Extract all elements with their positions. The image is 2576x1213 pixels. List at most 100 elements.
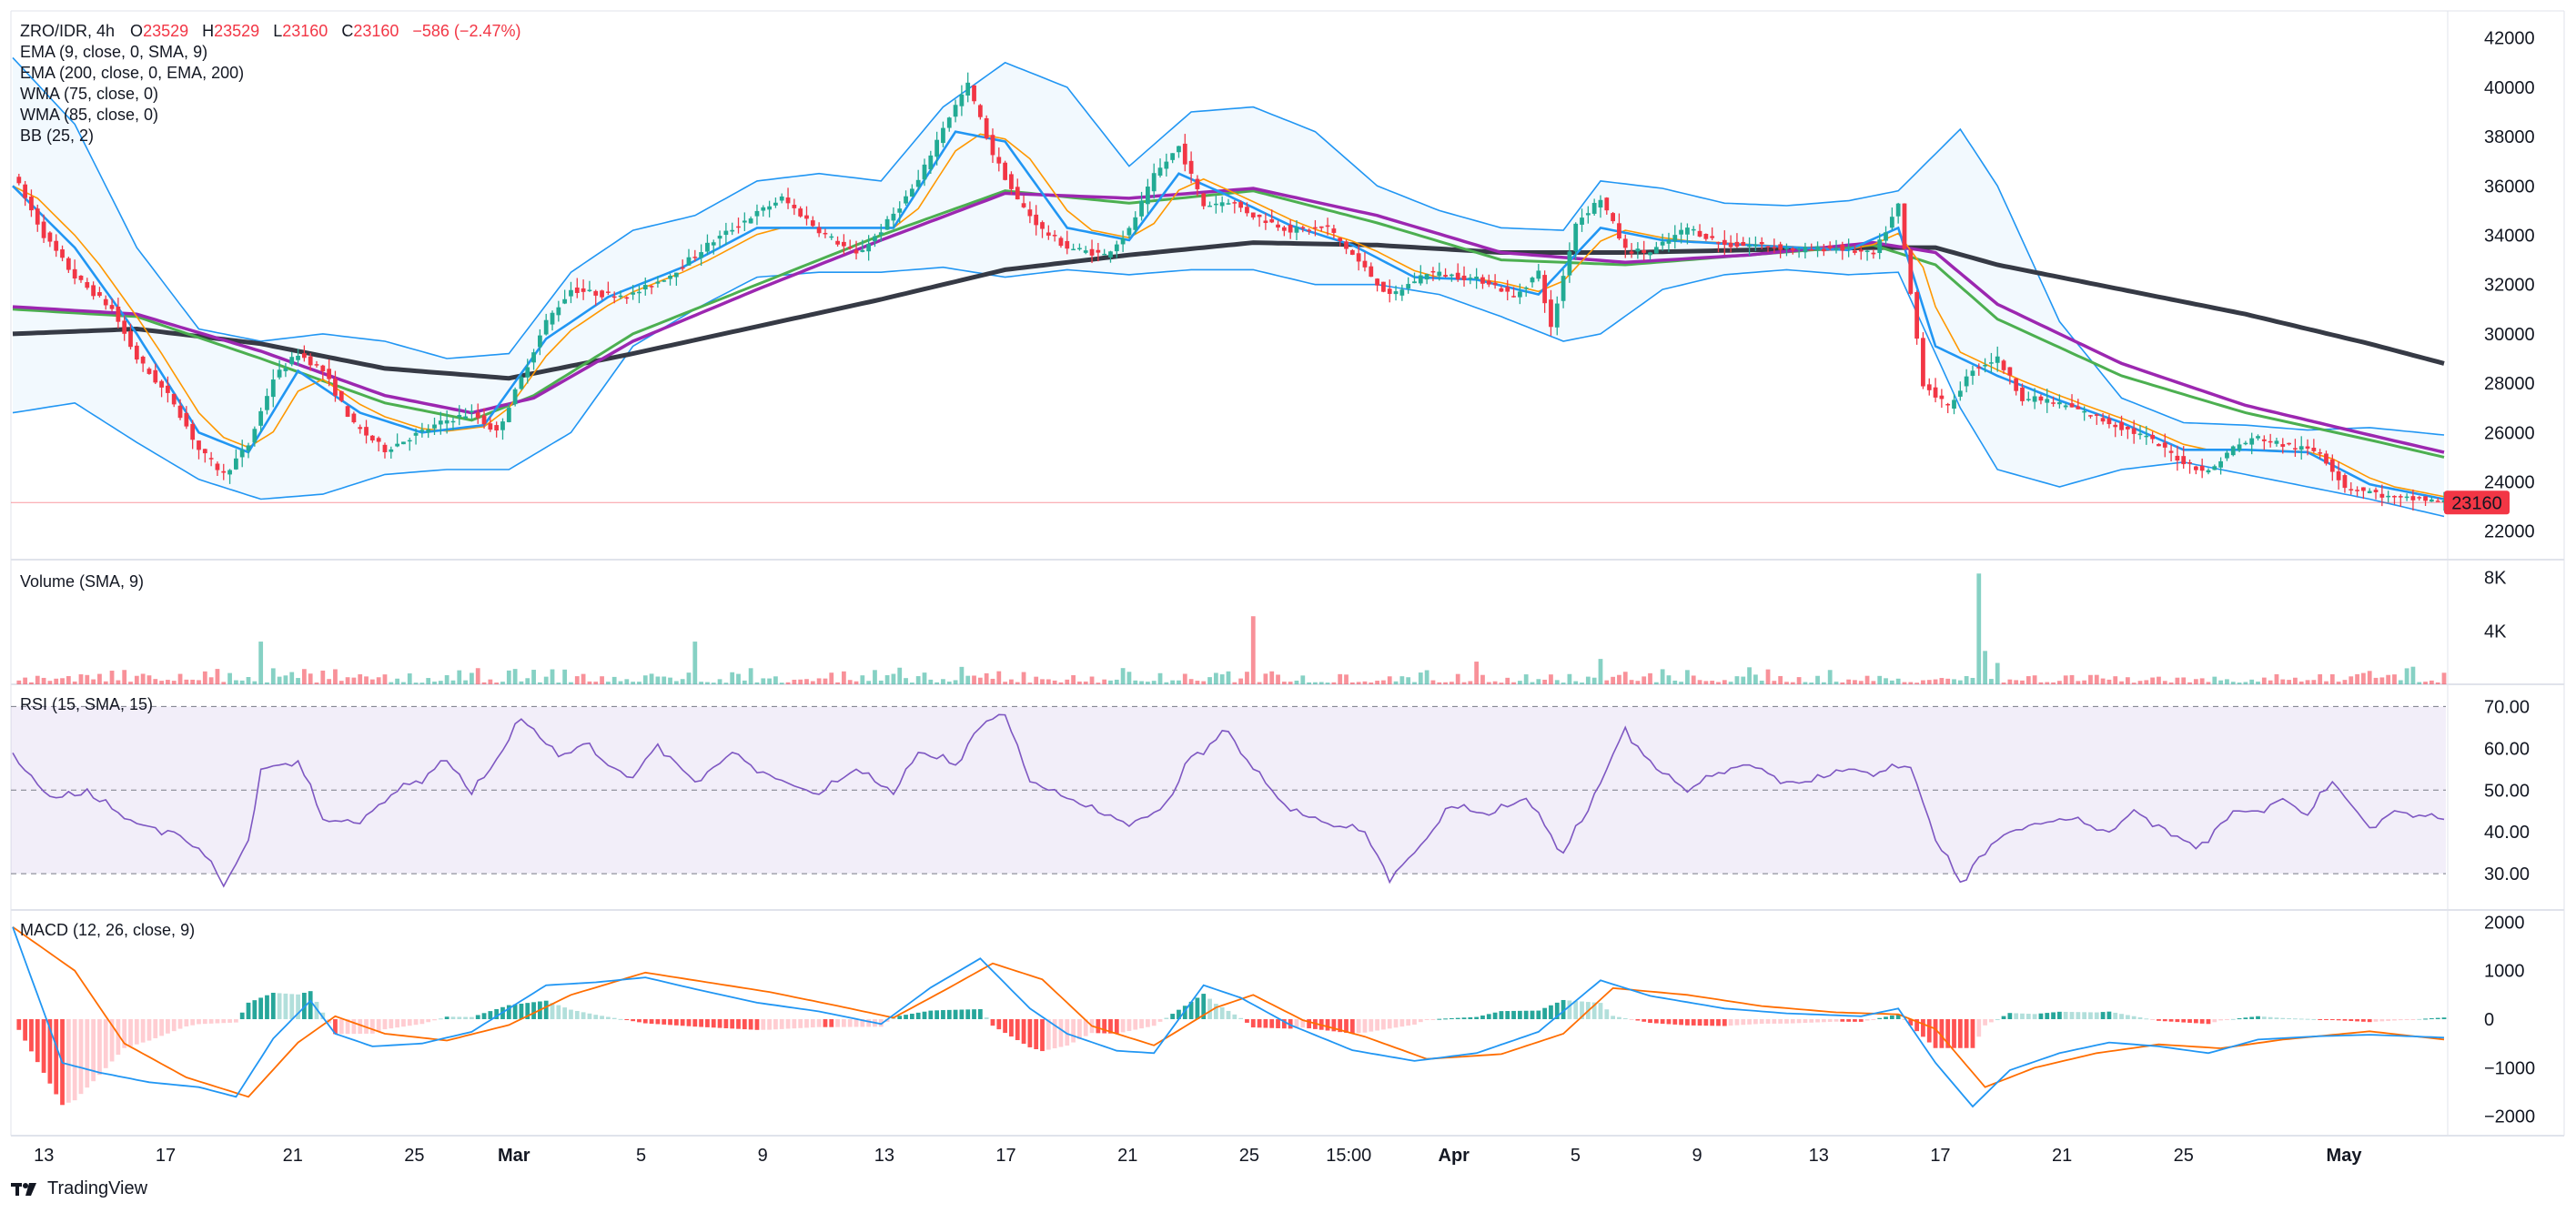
volume-bar [959, 666, 965, 684]
candle-body [1387, 288, 1392, 294]
macd-histogram-bar [2373, 1019, 2379, 1022]
indicator-wma85[interactable]: WMA (85, close, 0) [20, 106, 158, 124]
candle-body [2361, 487, 2366, 491]
candle-body [860, 249, 865, 252]
candle-body [1188, 160, 1194, 174]
candle-body [2349, 489, 2354, 490]
volume-bar [140, 673, 146, 684]
volume-bar [296, 678, 300, 684]
volume-bar [2243, 682, 2248, 684]
macd-histogram-bar [1803, 1019, 1808, 1024]
candle-body [1276, 224, 1280, 228]
candle-body [1450, 274, 1454, 277]
macd-histogram-bar [2349, 1019, 2354, 1022]
volume-bar [1238, 678, 1244, 684]
candle-body [2392, 495, 2397, 498]
candle-body [717, 236, 722, 239]
volume-bar [835, 682, 840, 684]
rsi-pane-title[interactable]: RSI (15, SMA, 15) [20, 695, 153, 713]
candle-body [2329, 459, 2335, 472]
indicator-wma75[interactable]: WMA (75, close, 0) [20, 85, 158, 103]
candle-body [624, 297, 630, 299]
indicator-ema200[interactable]: EMA (200, close, 0, EMA, 200) [20, 64, 244, 82]
volume-bar [1387, 676, 1392, 684]
volume-bar [488, 679, 493, 684]
volume-bar [2249, 679, 2255, 684]
volume-pane[interactable] [16, 573, 2447, 684]
macd-histogram-bar [785, 1019, 791, 1029]
candle-body [1679, 229, 1683, 235]
candle-body [1734, 241, 1740, 248]
volume-bar [1976, 573, 1982, 684]
candle-body [810, 220, 815, 227]
macd-histogram-bar [928, 1010, 934, 1019]
macd-pane-title[interactable]: MACD (12, 26, close, 9) [20, 921, 195, 939]
volume-bar [1133, 680, 1138, 684]
time-tick-label: 13 [1809, 1146, 1829, 1166]
macd-histogram-bar [2329, 1019, 2335, 1020]
volume-bar [1406, 677, 1411, 684]
candle-body [1356, 253, 1361, 262]
candle-body [432, 424, 437, 429]
macd-histogram-bar [2361, 1019, 2366, 1022]
volume-bar [2106, 679, 2112, 684]
candle-body [593, 290, 599, 296]
volume-bar [2218, 680, 2223, 684]
macd-histogram-bar [171, 1019, 177, 1032]
candle-body [116, 306, 121, 322]
macd-histogram-bar [2287, 1017, 2291, 1019]
volume-bar [804, 679, 809, 684]
volume-bar [407, 673, 412, 684]
volume-bar [1611, 676, 1615, 684]
macd-histogram-bar [2193, 1019, 2198, 1024]
candle-body [977, 105, 983, 117]
volume-bar [1499, 682, 1504, 684]
macd-histogram-bar [122, 1019, 127, 1048]
macd-histogram-bar [1027, 1019, 1033, 1047]
candle-body [761, 207, 766, 211]
volume-bar [2082, 680, 2087, 684]
candle-body [2175, 455, 2180, 461]
volume-bar [2157, 676, 2161, 684]
brand[interactable]: TradingView [11, 1178, 147, 1199]
volume-bar [1753, 674, 1758, 684]
volume-bar [904, 678, 908, 684]
price-pane[interactable] [12, 56, 2447, 518]
candle-body [395, 443, 399, 447]
candle-body [878, 232, 884, 235]
rsi-pane[interactable] [11, 705, 2446, 888]
candle-body [426, 429, 431, 433]
macd-histogram-bar [1300, 1019, 1306, 1028]
macd-histogram-bar [333, 1019, 338, 1035]
macd-histogram-bar [1015, 1019, 1020, 1041]
macd-histogram-bar [1375, 1019, 1379, 1031]
macd-histogram-bar [419, 1019, 425, 1025]
volume-bar [1691, 675, 1696, 684]
candle-body [153, 369, 158, 383]
candle-body [1399, 289, 1405, 296]
macd-histogram-bar [470, 1016, 474, 1019]
volume-bar [1058, 682, 1064, 684]
candle-body [2001, 360, 2006, 370]
candle-body [407, 440, 412, 442]
indicator-bb[interactable]: BB (25, 2) [20, 126, 94, 145]
candle-body [1716, 242, 1721, 244]
candle-body [202, 449, 207, 454]
candle-body [1499, 288, 1504, 292]
indicator-ema9[interactable]: EMA (9, close, 0, SMA, 9) [20, 43, 207, 61]
macd-histogram-bar [438, 1018, 443, 1020]
volume-bar [1177, 680, 1181, 684]
volume-bar [1939, 678, 1945, 684]
macd-histogram-bar [835, 1019, 840, 1027]
macd-histogram-bar [581, 1012, 586, 1019]
macd-tick-label: 2000 [2484, 913, 2525, 933]
macd-histogram-bar [1492, 1012, 1498, 1019]
candle-body [1281, 227, 1287, 231]
macd-histogram-bar [2423, 1018, 2428, 1020]
candle-body [488, 423, 493, 430]
macd-pane[interactable] [12, 925, 2447, 1108]
volume-pane-title[interactable]: Volume (SMA, 9) [20, 572, 144, 591]
volume-bar [1902, 682, 1907, 684]
volume-bar [358, 674, 363, 684]
